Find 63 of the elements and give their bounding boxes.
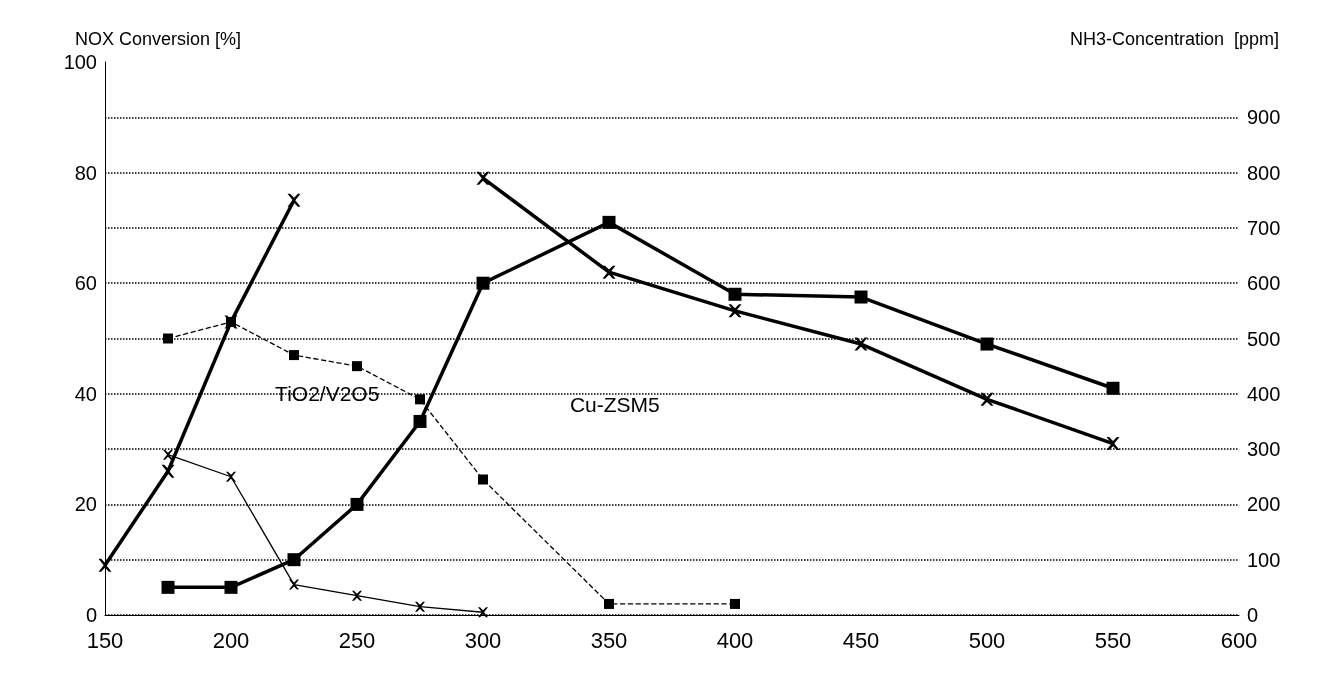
y2-tick-label: 600	[1247, 272, 1281, 295]
y-tick-label: 20	[74, 493, 97, 516]
annotation: TiO2/V2O5	[275, 382, 380, 406]
y2-tick-label: 900	[1247, 106, 1281, 129]
point	[287, 553, 301, 567]
point	[352, 361, 362, 372]
point	[415, 394, 425, 405]
point	[224, 580, 238, 594]
x-tick-label: 600	[1220, 627, 1258, 653]
y-tick-label: 100	[63, 51, 97, 73]
point	[226, 471, 236, 482]
x-tick-label: 200	[212, 627, 250, 653]
point	[728, 287, 742, 301]
point	[478, 607, 488, 618]
point	[728, 304, 742, 318]
point	[287, 193, 301, 207]
point	[1106, 437, 1120, 451]
point	[980, 337, 994, 351]
point	[854, 290, 868, 304]
point	[98, 558, 112, 572]
y2-tick-label: 400	[1247, 382, 1281, 405]
y2-tick-label: 0	[1247, 604, 1259, 626]
point	[415, 601, 425, 612]
y2-tick-label: 500	[1247, 327, 1281, 350]
point	[1106, 381, 1120, 395]
y-tick-label: 80	[74, 161, 97, 184]
point	[476, 171, 490, 185]
point	[163, 449, 173, 460]
x-tick-label: 500	[968, 627, 1006, 653]
point	[289, 350, 299, 361]
point	[289, 579, 299, 590]
x-tick-label: 350	[590, 627, 628, 653]
y2-tick-label: 300	[1247, 438, 1281, 461]
point	[352, 590, 362, 601]
y2-axis-title: NH3-Concentration [ppm]	[1069, 29, 1279, 49]
y2-tick-label: 800	[1247, 161, 1281, 184]
y-tick-label: 0	[85, 604, 97, 626]
x-tick-label: 450	[842, 627, 880, 653]
x-tick-label: 300	[464, 627, 502, 653]
point	[161, 580, 175, 594]
y-axis-title: NOX Conversion [%]	[75, 29, 242, 49]
point	[350, 497, 364, 511]
point	[602, 215, 616, 229]
y2-tick-label: 100	[1247, 548, 1281, 571]
point	[163, 333, 173, 344]
point	[730, 598, 740, 609]
x-tick-label: 150	[86, 627, 124, 653]
point	[161, 464, 175, 478]
y2-tick-label: 700	[1247, 216, 1281, 239]
y-tick-label: 40	[74, 382, 97, 405]
y2-tick-label: 200	[1247, 493, 1281, 516]
point	[854, 337, 868, 351]
x-tick-label: 550	[1094, 627, 1132, 653]
point	[413, 414, 427, 428]
point	[980, 392, 994, 406]
y-tick-label: 60	[74, 272, 97, 295]
point	[478, 474, 488, 485]
x-tick-label: 400	[716, 627, 754, 653]
point	[604, 598, 614, 609]
point	[476, 276, 490, 290]
x-tick-label: 250	[338, 627, 376, 653]
point	[602, 265, 616, 279]
annotation: Cu-ZSM5	[569, 393, 660, 417]
